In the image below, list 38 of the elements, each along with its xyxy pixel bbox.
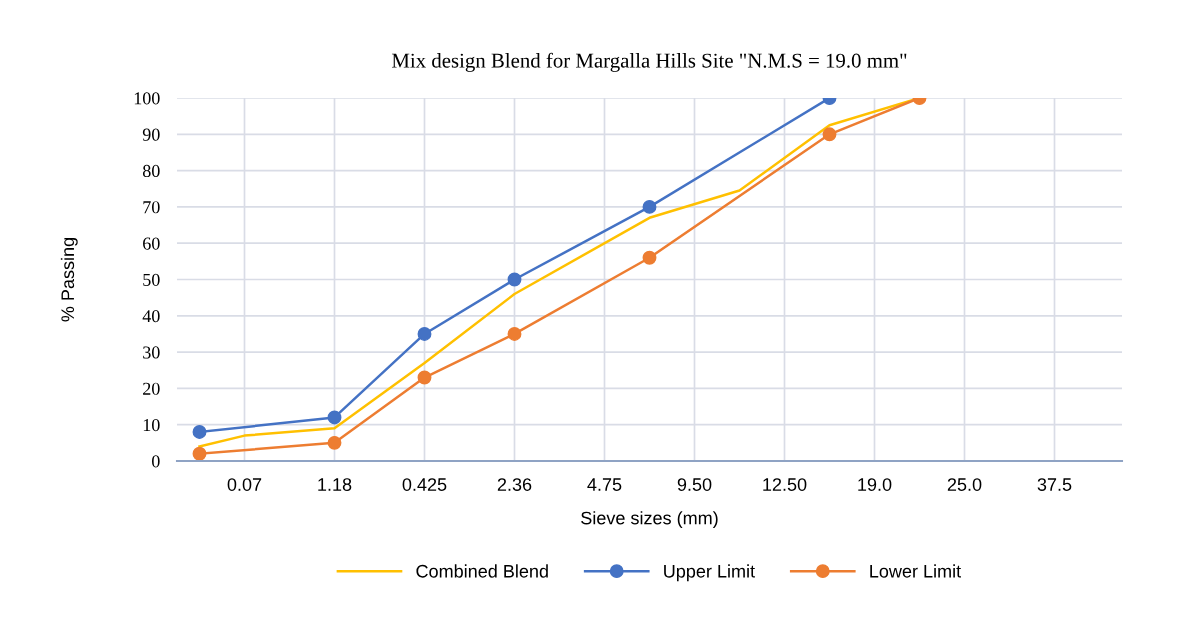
x-tick-label: 25.0 <box>947 478 982 491</box>
y-axis-title: % Passing <box>60 238 78 322</box>
y-tick-label: 0 <box>151 455 160 468</box>
y-tick-label: 90 <box>142 128 160 141</box>
point <box>507 327 522 341</box>
legend-label: Upper Limit <box>664 564 755 582</box>
x-tick-label: 12.50 <box>763 478 807 491</box>
x-axis-title: Sieve sizes (mm) <box>581 511 718 528</box>
point <box>507 272 522 287</box>
y-tick-label: 80 <box>142 164 160 178</box>
y-tick-label: 60 <box>143 237 160 250</box>
x-tick-label: 4.75 <box>587 478 622 491</box>
point <box>822 127 837 142</box>
y-tick-label: 70 <box>143 201 160 214</box>
x-tick-label: 37.5 <box>1037 478 1072 491</box>
point <box>417 327 432 341</box>
legend-label: Lower Limit <box>870 564 961 578</box>
point <box>327 410 342 425</box>
y-tick-label: 100 <box>134 92 160 105</box>
x-tick-label: 9.50 <box>677 478 712 491</box>
y-tick-label: 10 <box>143 418 160 432</box>
point <box>192 425 207 439</box>
point <box>327 435 342 450</box>
point <box>417 370 432 385</box>
x-tick-label: 0.425 <box>402 478 447 491</box>
chart-title: Mix design Blend for Margalla Hills Site "N.M.S = 19.0 mm" <box>391 52 907 72</box>
y-tick-label: 40 <box>142 310 160 323</box>
x-tick-label: 19.0 <box>858 478 892 491</box>
x-tick-label: 1.18 <box>318 478 352 491</box>
point <box>642 199 657 214</box>
y-tick-label: 20 <box>143 382 160 395</box>
y-tick-label: 50 <box>143 273 160 286</box>
x-tick-label: 2.36 <box>497 478 532 491</box>
legend-label: Combined Blend <box>416 564 548 578</box>
point <box>192 446 207 461</box>
point <box>642 250 657 265</box>
x-tick-label: 0.07 <box>227 478 262 491</box>
y-tick-label: 30 <box>143 346 160 359</box>
